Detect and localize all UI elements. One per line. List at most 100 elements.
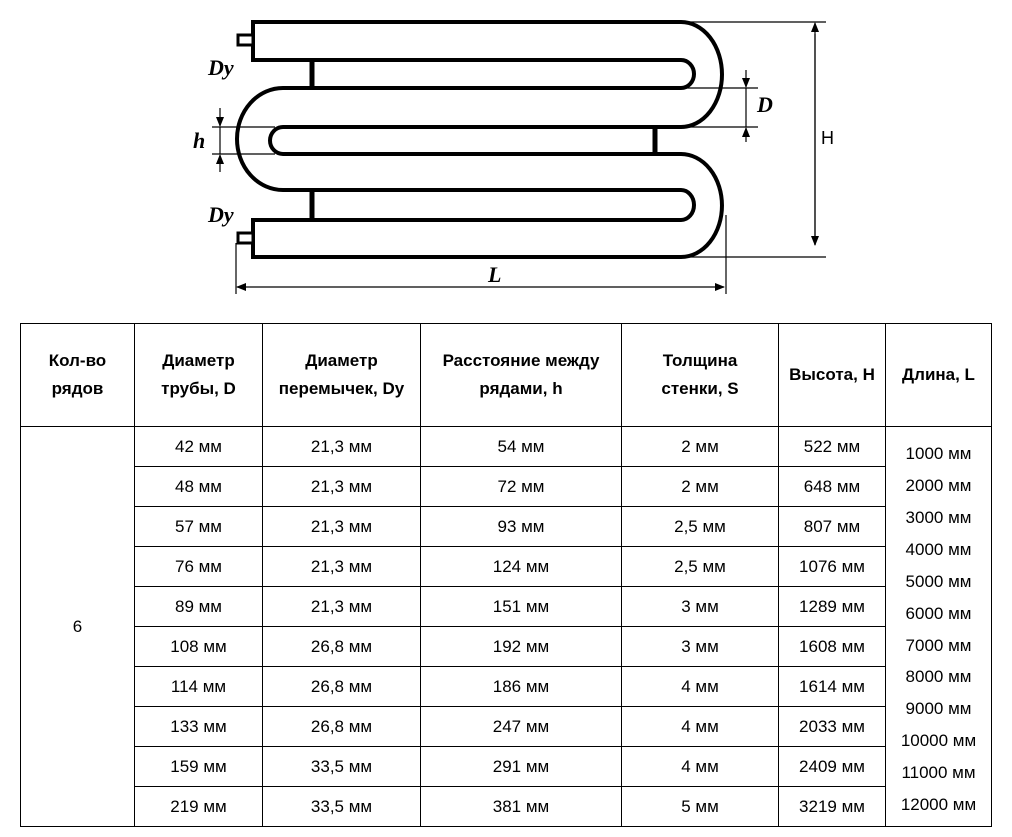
length-option: 11000 мм	[901, 763, 976, 783]
cell-pipe-diameter: 76 мм	[134, 546, 263, 587]
header-text: стенки, S	[661, 379, 739, 398]
pipe-outline	[235, 20, 724, 259]
cell-jumper-diameter: 21,3 мм	[262, 426, 421, 467]
header-text: Расстояние между	[442, 351, 600, 370]
header-text: Высота, H	[789, 365, 875, 384]
cell-height: 807 мм	[778, 506, 886, 547]
length-option: 6000 мм	[905, 603, 972, 623]
table-row: 133 мм 26,8 мм 247 мм 4 мм 2033 мм	[21, 706, 992, 747]
length-option: 4000 мм	[905, 539, 972, 559]
table-row: 114 мм 26,8 мм 186 мм 4 мм 1614 мм	[21, 666, 992, 707]
cell-lengths: 1000 мм 2000 мм 3000 мм 4000 мм 5000 мм 6000 …	[885, 426, 992, 827]
cell-height: 2033 мм	[778, 706, 886, 747]
cell-wall-thickness: 4 мм	[621, 746, 779, 787]
table-row: 159 мм 33,5 мм 291 мм 4 мм 2409 мм	[21, 746, 992, 787]
cell-pipe-diameter: 219 мм	[134, 786, 263, 827]
length-option: 5000 мм	[905, 571, 972, 591]
cell-wall-thickness: 4 мм	[621, 666, 779, 707]
header-row-distance: Расстояние между рядами, h	[420, 323, 622, 427]
header-height: Высота, H	[778, 323, 886, 427]
cell-row-distance: 93 мм	[420, 506, 622, 547]
table-row: 89 мм 21,3 мм 151 мм 3 мм 1289 мм	[21, 586, 992, 627]
cell-pipe-diameter: 57 мм	[134, 506, 263, 547]
header-text: рядами, h	[479, 379, 563, 398]
cell-rows-count: 6	[20, 426, 135, 827]
cell-height: 2409 мм	[778, 746, 886, 787]
cell-pipe-diameter: 48 мм	[134, 466, 263, 507]
length-option: 10000 мм	[900, 731, 977, 751]
length-option: 1000 мм	[905, 444, 972, 464]
table-row: 57 мм 21,3 мм 93 мм 2,5 мм 807 мм	[21, 506, 992, 547]
header-jumper-diameter: Диаметр перемычек, Dy	[262, 323, 421, 427]
cell-row-distance: 54 мм	[420, 426, 622, 467]
cell-jumper-diameter: 21,3 мм	[262, 586, 421, 627]
cell-wall-thickness: 2 мм	[621, 426, 779, 467]
length-option: 7000 мм	[905, 635, 972, 655]
cell-row-distance: 124 мм	[420, 546, 622, 587]
cell-pipe-diameter: 108 мм	[134, 626, 263, 667]
cell-jumper-diameter: 26,8 мм	[262, 666, 421, 707]
cell-wall-thickness: 4 мм	[621, 706, 779, 747]
cell-wall-thickness: 3 мм	[621, 586, 779, 627]
cell-pipe-diameter: 133 мм	[134, 706, 263, 747]
length-option: 3000 мм	[905, 507, 972, 527]
cell-jumper-diameter: 26,8 мм	[262, 706, 421, 747]
label-dy-top: Dy	[207, 55, 234, 80]
cell-row-distance: 151 мм	[420, 586, 622, 627]
header-pipe-diameter: Диаметр трубы, D	[134, 323, 263, 427]
header-text: трубы, D	[161, 379, 236, 398]
cell-height: 648 мм	[778, 466, 886, 507]
length-option: 8000 мм	[905, 667, 972, 687]
length-option: 12000 мм	[900, 795, 977, 815]
cell-height: 1076 мм	[778, 546, 886, 587]
header-length: Длина, L	[885, 323, 992, 427]
cell-wall-thickness: 2,5 мм	[621, 546, 779, 587]
cell-wall-thickness: 3 мм	[621, 626, 779, 667]
register-pipe-drawing: Dy Dy h D H L	[193, 20, 834, 294]
cell-row-distance: 381 мм	[420, 786, 622, 827]
table-row: 108 мм 26,8 мм 192 мм 3 мм 1608 мм	[21, 626, 992, 667]
cell-pipe-diameter: 42 мм	[134, 426, 263, 467]
cell-height: 1608 мм	[778, 626, 886, 667]
header-text: Длина, L	[902, 365, 975, 384]
length-option: 2000 мм	[905, 475, 972, 495]
header-text: Диаметр	[305, 351, 378, 370]
table-header-row: Кол-во рядов Диаметр трубы, D Диаметр перемыч…	[20, 323, 992, 427]
cell-pipe-diameter: 114 мм	[134, 666, 263, 707]
header-wall-thickness: Толщина стенки, S	[621, 323, 779, 427]
cell-wall-thickness: 2 мм	[621, 466, 779, 507]
cell-jumper-diameter: 33,5 мм	[262, 786, 421, 827]
nozzles	[236, 33, 255, 245]
cell-pipe-diameter: 89 мм	[134, 586, 263, 627]
header-text: перемычек, Dy	[278, 379, 405, 398]
label-length: L	[487, 262, 501, 287]
label-h: h	[193, 128, 205, 153]
header-rows-count: Кол-во рядов	[20, 323, 135, 427]
cell-row-distance: 72 мм	[420, 466, 622, 507]
cell-height: 522 мм	[778, 426, 886, 467]
table-row: 76 мм 21,3 мм 124 мм 2,5 мм 1076 мм	[21, 546, 992, 587]
header-text: Кол-во	[48, 351, 107, 370]
jumpers	[309, 60, 658, 220]
table-row: 219 мм 33,5 мм 381 мм 5 мм 3219 мм	[21, 786, 992, 827]
specifications-table: Кол-во рядов Диаметр трубы, D Диаметр перемыч…	[20, 323, 992, 827]
cell-wall-thickness: 2,5 мм	[621, 506, 779, 547]
table-row: 6 42 мм 21,3 мм 54 мм 2 мм 522 мм 1000 мм 2000 …	[20, 426, 992, 827]
cell-height: 1614 мм	[778, 666, 886, 707]
cell-jumper-diameter: 26,8 мм	[262, 626, 421, 667]
cell-jumper-diameter: 21,3 мм	[262, 466, 421, 507]
cell-row-distance: 186 мм	[420, 666, 622, 707]
cell-height: 1289 мм	[778, 586, 886, 627]
label-dy-bottom: Dy	[207, 202, 234, 227]
cell-jumper-diameter: 21,3 мм	[262, 506, 421, 547]
header-text: Диаметр	[162, 351, 235, 370]
cell-row-distance: 291 мм	[420, 746, 622, 787]
length-option: 9000 мм	[905, 699, 972, 719]
header-text: рядов	[51, 379, 104, 398]
cell-wall-thickness: 5 мм	[621, 786, 779, 827]
table-row: 48 мм 21,3 мм 72 мм 2 мм 648 мм	[21, 466, 992, 507]
cell-jumper-diameter: 33,5 мм	[262, 746, 421, 787]
cell-row-distance: 247 мм	[420, 706, 622, 747]
cell-pipe-diameter: 159 мм	[134, 746, 263, 787]
header-text: Толщина	[662, 351, 738, 370]
